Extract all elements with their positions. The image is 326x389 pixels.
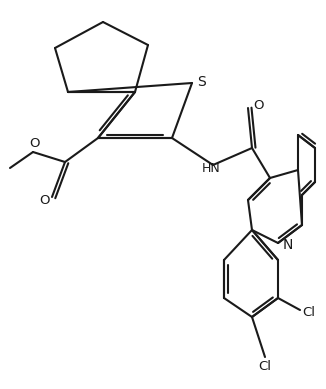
Text: S: S [197,75,205,89]
Text: O: O [30,137,40,149]
Text: Cl: Cl [303,305,316,319]
Text: O: O [39,193,49,207]
Text: Cl: Cl [259,359,272,373]
Text: O: O [253,98,263,112]
Text: HN: HN [201,161,220,175]
Text: N: N [283,238,293,252]
